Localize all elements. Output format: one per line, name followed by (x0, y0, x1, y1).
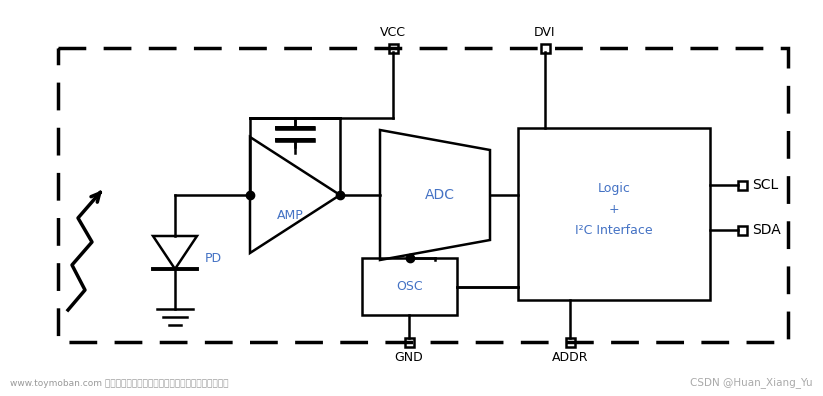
Text: www.toymoban.com 网络图片仅供展示，非存储，如有侵权请联系删除。: www.toymoban.com 网络图片仅供展示，非存储，如有侵权请联系删除。 (10, 379, 229, 388)
Bar (389, 44, 398, 53)
Bar (362, 258, 457, 315)
Text: SDA: SDA (752, 223, 781, 237)
Bar (738, 181, 747, 190)
Bar (566, 338, 575, 347)
Text: PD: PD (205, 251, 222, 265)
Bar (58, 48, 788, 342)
Text: CSDN @Huan_Xiang_Yu: CSDN @Huan_Xiang_Yu (690, 377, 813, 388)
Bar (738, 226, 747, 235)
Text: DVI: DVI (534, 26, 556, 39)
Text: ADDR: ADDR (551, 351, 588, 364)
Bar (405, 338, 414, 347)
Text: Logic
+
I²C Interface: Logic + I²C Interface (575, 181, 653, 236)
Text: VCC: VCC (380, 26, 406, 39)
Text: OSC: OSC (396, 280, 423, 293)
Bar (518, 128, 710, 300)
Text: GND: GND (394, 351, 423, 364)
Text: SCL: SCL (752, 178, 779, 192)
Bar (541, 44, 550, 53)
Text: ADC: ADC (425, 188, 455, 202)
Text: AMP: AMP (277, 209, 304, 221)
